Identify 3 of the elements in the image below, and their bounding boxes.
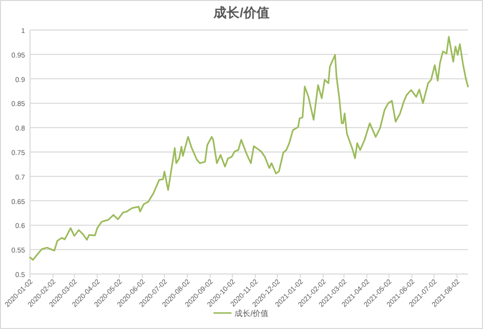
chart-title: 成长/价值 xyxy=(212,5,270,20)
line-series xyxy=(29,36,469,261)
legend-label: 成长/价值 xyxy=(234,309,269,318)
